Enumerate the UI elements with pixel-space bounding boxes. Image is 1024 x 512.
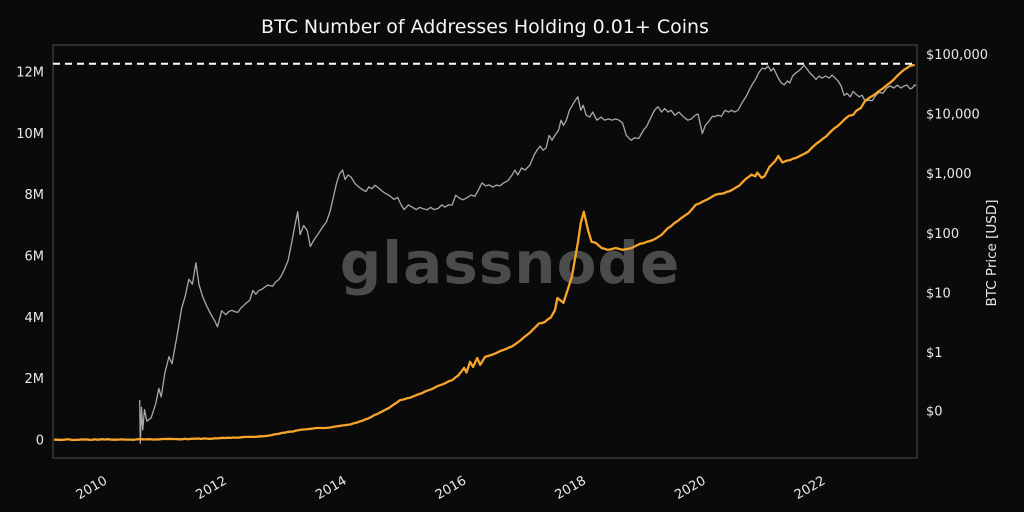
right-tick-label: $10,000 — [926, 108, 980, 123]
x-tick-label: 2014 — [313, 473, 349, 503]
right-axis-ticks: $100,000 $10,000 $1,000 $100 $10 $1 $0 — [926, 48, 988, 420]
right-tick-label: $1,000 — [926, 167, 972, 182]
plot-border — [52, 44, 918, 459]
x-tick-label: 2012 — [194, 473, 230, 503]
right-tick-label: $10 — [926, 286, 951, 301]
left-tick-label: 6M — [25, 249, 45, 264]
series-lines — [54, 63, 917, 444]
left-tick-label: 4M — [25, 311, 45, 326]
right-tick-label: $100,000 — [926, 48, 988, 63]
left-tick-label: 10M — [16, 127, 44, 142]
x-tick-label: 2022 — [792, 473, 828, 503]
right-tick-label: $0 — [926, 405, 943, 420]
x-tick-label: 2010 — [74, 473, 110, 503]
left-tick-label: 0 — [36, 434, 44, 449]
right-tick-label: $100 — [926, 227, 959, 242]
left-tick-label: 2M — [25, 372, 45, 387]
left-tick-label: 8M — [25, 188, 45, 203]
x-tick-label: 2018 — [553, 473, 589, 503]
glassnode-watermark: glassnode — [340, 229, 681, 297]
btc-price-line — [139, 64, 917, 444]
x-tick-label: 2016 — [433, 473, 469, 503]
addresses-line — [54, 63, 915, 442]
chart-title: BTC Number of Addresses Holding 0.01+ Co… — [261, 16, 709, 38]
right-axis-title: BTC Price [USD] — [984, 199, 1000, 306]
x-tick-label: 2020 — [672, 473, 708, 503]
x-axis-ticks: 2010 2012 2014 2016 2018 2020 2022 — [74, 473, 828, 503]
right-tick-label: $1 — [926, 346, 943, 361]
left-tick-label: 12M — [16, 65, 44, 80]
left-axis-ticks: 12M 10M 8M 6M 4M 2M 0 — [16, 65, 44, 448]
